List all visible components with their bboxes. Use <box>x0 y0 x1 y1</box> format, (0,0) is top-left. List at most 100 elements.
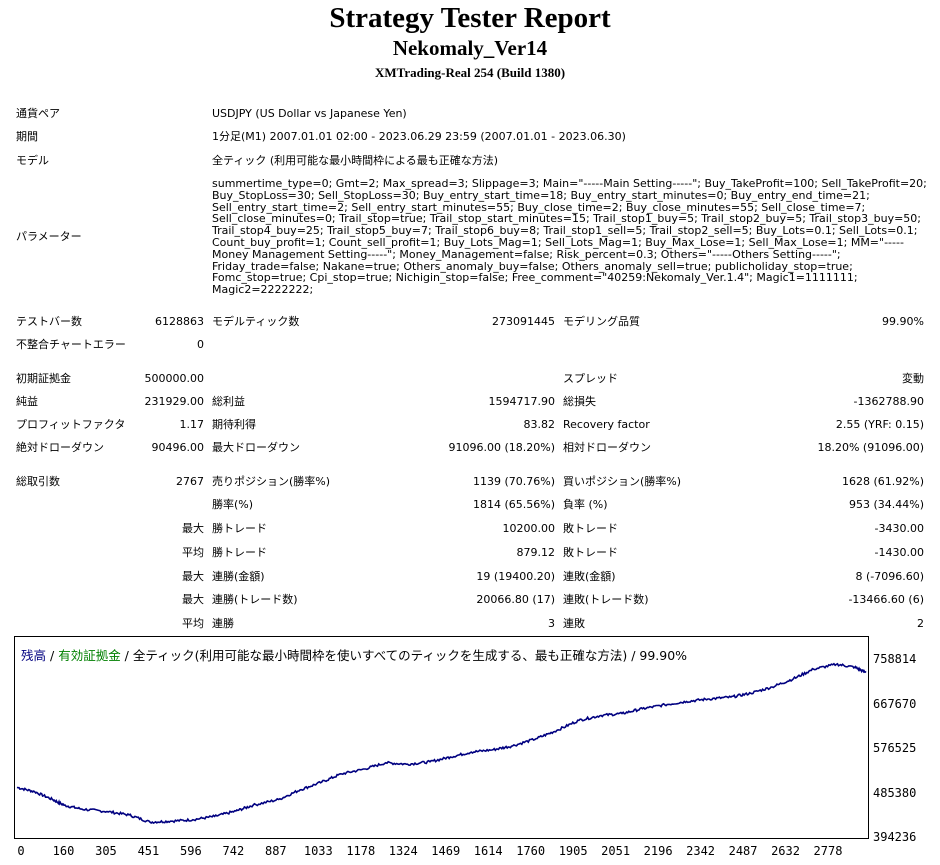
y-tick-label: 758814 <box>873 652 917 666</box>
deposit-label: 初期証拠金 <box>16 372 71 385</box>
x-tick-label: 1760 <box>516 844 546 858</box>
consec-win-count-value: 20066.80 (17) <box>476 593 555 606</box>
short-value: 1139 (70.76%) <box>472 475 555 488</box>
chart-legend: 残高 / 有効証拠金 / 全ティック(利用可能な最小時間枠を使いすべてのティック… <box>21 645 687 664</box>
avg-consec-loss-value: 2 <box>917 617 924 630</box>
consec-win-amount-label: 連勝(金額) <box>212 570 265 583</box>
expert-name: Nekomaly_Ver14 <box>392 36 548 60</box>
gross-profit-label: 総利益 <box>212 395 245 408</box>
deposit-value: 500000.00 <box>144 372 205 385</box>
x-tick-label: 1905 <box>558 844 588 858</box>
avg-label: 平均 <box>182 546 204 559</box>
trades-value: 2767 <box>176 475 204 488</box>
x-tick-label: 742 <box>222 844 245 858</box>
x-tick-label: 2196 <box>643 844 673 858</box>
x-tick-label: 887 <box>264 844 287 858</box>
long-label: 買いポジション(勝率%) <box>563 475 682 488</box>
consec-loss-amount-label: 連敗(金額) <box>563 570 616 583</box>
legend-equity: 有効証拠金 <box>58 648 121 663</box>
lossrate-value: 953 (34.44%) <box>848 498 924 511</box>
x-tick-label: 2632 <box>771 844 800 858</box>
params-label: パラメーター <box>16 230 82 243</box>
x-tick-label: 451 <box>137 844 160 858</box>
x-tick-label: 1178 <box>346 844 376 858</box>
model-label: モデル <box>16 154 49 167</box>
short-label: 売りポジション(勝率%) <box>212 475 331 488</box>
max-loss-label: 敗トレード <box>563 522 618 535</box>
expected-value: 83.82 <box>523 418 556 431</box>
avg-consec-win-value: 3 <box>548 617 555 630</box>
winrate-value: 1814 (65.56%) <box>472 498 555 511</box>
max-label-2: 最大 <box>182 570 204 583</box>
pair-value: USDJPY (US Dollar vs Japanese Yen) <box>212 107 407 120</box>
recovery-label: Recovery factor <box>563 418 650 431</box>
avg-win-label: 勝トレード <box>212 546 267 559</box>
gross-loss-label: 総損失 <box>563 395 596 408</box>
consec-loss-amount-value: 8 (-7096.60) <box>855 570 924 583</box>
x-tick-label: 596 <box>180 844 202 858</box>
balance-series-line <box>16 662 867 825</box>
rel-dd-value: 18.20% (91096.00) <box>817 441 924 454</box>
max-label: 最大 <box>182 522 204 535</box>
period-label: 期間 <box>16 130 38 143</box>
x-tick-label: 1324 <box>388 844 418 858</box>
quality-label: モデリング品質 <box>563 315 640 328</box>
x-tick-label: 0 <box>17 844 25 858</box>
quality-value: 99.90% <box>882 315 924 328</box>
bars-label: テストバー数 <box>16 315 82 328</box>
abs-dd-value: 90496.00 <box>151 441 205 454</box>
y-tick-label: 576525 <box>873 741 917 755</box>
spread-value: 変動 <box>902 372 924 385</box>
bars-value: 6128863 <box>155 315 204 328</box>
lossrate-label: 負率 (%) <box>563 498 608 511</box>
report-title: Strategy Tester Report <box>329 2 611 34</box>
balance-chart <box>14 636 869 839</box>
mismatch-value: 0 <box>197 338 204 351</box>
max-win-label: 勝トレード <box>212 522 267 535</box>
consec-win-count-label: 連勝(トレード数) <box>212 593 298 606</box>
x-tick-label: 2778 <box>813 844 843 858</box>
max-loss-value: -3430.00 <box>874 522 924 535</box>
server-build: XMTrading-Real 254 (Build 1380) <box>374 65 566 80</box>
avg-label-2: 平均 <box>182 617 204 630</box>
legend-sep: / <box>46 648 59 663</box>
period-value: 1分足(M1) 2007.01.01 02:00 - 2023.06.29 23… <box>212 130 626 143</box>
net-label: 純益 <box>16 395 38 408</box>
model-value: 全ティック (利用可能な最小時間枠による最も正確な方法) <box>212 154 499 167</box>
max-label-3: 最大 <box>182 593 204 606</box>
avg-loss-value: -1430.00 <box>874 546 924 559</box>
abs-dd-label: 絶対ドローダウン <box>16 441 104 454</box>
x-tick-label: 160 <box>52 844 75 858</box>
net-value: 231929.00 <box>144 395 205 408</box>
gross-loss-value: -1362788.90 <box>853 395 924 408</box>
ticks-value: 273091445 <box>492 315 555 328</box>
avg-loss-label: 敗トレード <box>563 546 618 559</box>
legend-balance: 残高 <box>21 648 47 663</box>
trades-label: 総取引数 <box>16 475 60 488</box>
x-tick-label: 305 <box>95 844 117 858</box>
x-tick-label: 2487 <box>728 844 758 858</box>
x-tick-label: 2342 <box>686 844 716 858</box>
winrate-label: 勝率(%) <box>212 498 254 511</box>
y-tick-label: 667670 <box>873 697 917 711</box>
x-tick-label: 1614 <box>473 844 503 858</box>
params-value: summertime_type=0; Gmt=2; Max_spread=3; … <box>212 177 927 297</box>
pf-label: プロフィットファクタ <box>16 418 126 431</box>
consec-win-amount-value: 19 (19400.20) <box>476 570 555 583</box>
avg-consec-win-label: 連勝 <box>212 617 234 630</box>
recovery-value: 2.55 (YRF: 0.15) <box>835 418 924 431</box>
ticks-label: モデルティック数 <box>212 315 300 328</box>
gross-profit-value: 1594717.90 <box>488 395 555 408</box>
y-tick-label: 485380 <box>873 786 917 800</box>
avg-win-value: 879.12 <box>516 546 556 559</box>
spread-label: スプレッド <box>563 372 618 385</box>
consec-loss-count-value: -13466.60 (6) <box>848 593 924 606</box>
max-win-value: 10200.00 <box>502 522 556 535</box>
max-dd-label: 最大ドローダウン <box>212 441 300 454</box>
legend-rest: / 全ティック(利用可能な最小時間枠を使いすべてのティックを生成する、最も正確な… <box>120 648 688 663</box>
expected-label: 期待利得 <box>212 418 256 431</box>
x-tick-label: 2051 <box>601 844 631 858</box>
x-tick-label: 1033 <box>303 844 333 858</box>
y-tick-label: 394236 <box>873 830 917 844</box>
x-tick-label: 1469 <box>431 844 461 858</box>
